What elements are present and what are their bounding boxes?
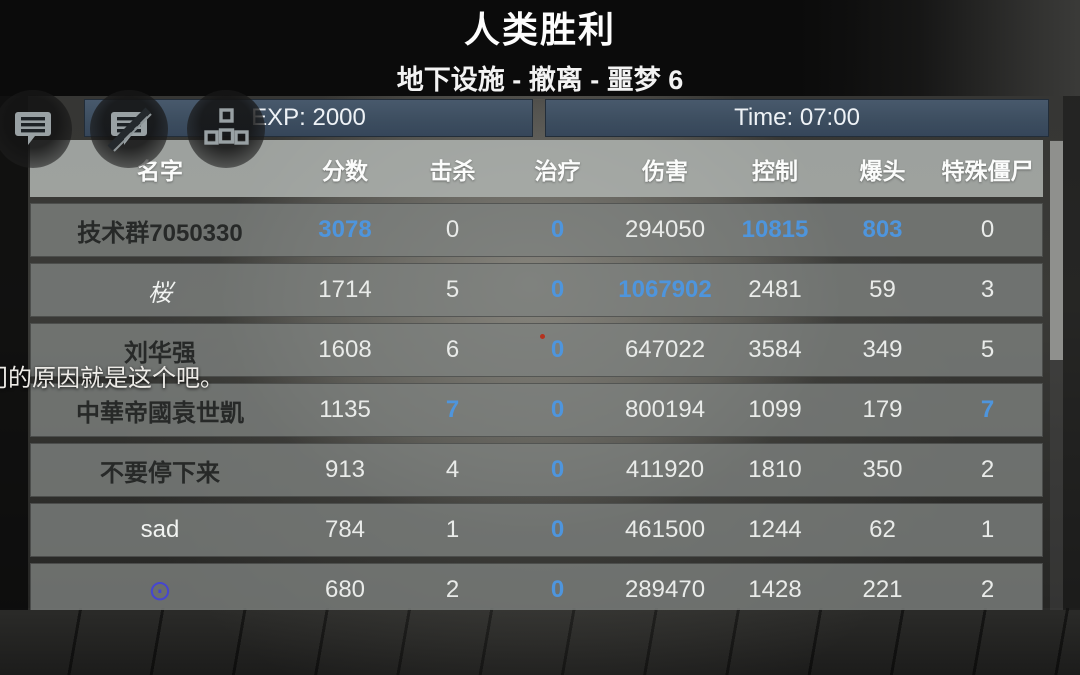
chat-message-overlay: 门的原因就是这个吧。 [0,358,224,393]
stat-control: 1099 [748,396,802,423]
stat-control: 1428 [748,576,802,603]
scene-wall-left [0,96,28,610]
column-header-special: 特殊僵尸 [941,157,1034,184]
stat-kills: 4 [445,456,460,483]
stat-special: 7 [980,396,995,423]
chat-message-cut-char: 门 [0,365,8,392]
player-name: ⊙ [148,574,172,606]
stat-heal: 0 [550,216,565,243]
chat-button[interactable] [0,90,72,168]
player-name: 不要停下来 [100,459,220,487]
stat-damage: 411920 [625,456,705,483]
stat-kills: 2 [445,576,460,603]
time-bar: Time: 07:00 [545,99,1049,137]
blocks-icon [202,105,250,153]
table-row[interactable]: 桜 1714 5 0 1067902 2481 59 3 [30,263,1043,317]
player-name: 桜 [148,279,172,307]
scoreboard-header: 名字 分数 击杀 治疗 伤害 控制 爆头 特殊僵尸 [30,140,1043,197]
stat-heal: 0 [550,276,565,303]
chat-message-text: 的原因就是这个吧。 [8,365,224,392]
table-row[interactable]: ⊙ 680 2 0 289470 1428 221 2 [30,563,1043,610]
stat-heal: 0 [550,456,565,483]
stat-control: 10815 [741,216,809,243]
stat-kills: 1 [445,516,460,543]
page-title: 人类胜利 [463,9,616,50]
time-label: Time: 07:00 [734,104,860,131]
stat-special: 2 [980,456,995,483]
stat-control: 1244 [748,516,802,543]
stat-score: 3078 [318,216,372,243]
blood-speck [540,334,545,339]
stat-headshot: 350 [862,456,903,483]
scrollbar-thumb[interactable] [1050,141,1063,360]
stat-damage: 1067902 [618,276,712,303]
stat-damage: 289470 [624,576,706,603]
column-header-control: 控制 [752,157,798,184]
stat-special: 0 [980,216,995,243]
stat-headshot: 179 [862,396,903,423]
stat-score: 680 [324,576,366,603]
stat-control: 2481 [748,276,802,303]
table-body: 技术群7050330 3078 0 0 294050 10815 803 0 桜… [30,197,1043,610]
stat-special: 2 [980,576,995,603]
stat-control: 3584 [748,336,802,363]
stat-score: 913 [324,456,366,483]
table-row[interactable]: 技术群7050330 3078 0 0 294050 10815 803 0 [30,203,1043,257]
stat-headshot: 221 [862,576,903,603]
top-black-band [0,0,1080,96]
column-header-score: 分数 [322,157,368,184]
structures-button[interactable] [187,90,265,168]
page-subtitle: 地下设施 - 撤离 - 噩梦 6 [396,65,684,95]
stat-damage: 800194 [624,396,706,423]
table-row[interactable]: sad 784 1 0 461500 1244 62 1 [30,503,1043,557]
stat-headshot: 59 [869,276,896,303]
stat-damage: 461500 [624,516,706,543]
stat-damage: 294050 [624,216,706,243]
column-header-kills: 击杀 [429,157,476,184]
stat-heal: 0 [550,336,565,363]
stat-kills: 0 [445,216,460,243]
player-name: sad [140,516,180,543]
stat-damage: 647022 [624,336,706,363]
stat-score: 784 [324,516,366,543]
scene-wall-right [1063,96,1080,610]
player-name: 技术群7050330 [77,219,243,247]
column-header-headshot: 爆头 [859,157,906,184]
stat-headshot: 62 [869,516,896,543]
stat-kills: 7 [445,396,460,423]
stat-special: 3 [980,276,995,303]
table-row[interactable]: 中華帝國袁世凱 1135 7 0 800194 1099 179 7 [30,383,1043,437]
column-header-damage: 伤害 [642,157,688,184]
stat-heal: 0 [550,516,565,543]
chat-bubble-slash-icon [105,105,153,153]
player-name: 中華帝國袁世凱 [76,399,244,427]
stat-kills: 5 [445,276,460,303]
player-name: 刘华强 [124,339,196,367]
stat-heal: 0 [550,396,565,423]
chat-mute-button[interactable] [90,90,168,168]
stat-headshot: 349 [862,336,903,363]
scrollbar-track[interactable] [1050,140,1063,610]
stat-heal: 0 [550,576,565,603]
chat-bubble-icon [9,105,57,153]
table-row[interactable]: 不要停下来 913 4 0 411920 1810 350 2 [30,443,1043,497]
table-row[interactable]: 刘华强 1608 6 0 647022 3584 349 5 [30,323,1043,377]
stat-kills: 6 [445,336,460,363]
stat-control: 1810 [748,456,802,483]
stat-special: 5 [980,336,995,363]
stat-score: 1608 [318,336,372,363]
exp-label: EXP: 2000 [251,104,366,131]
column-header-heal: 治疗 [534,157,581,184]
stat-score: 1135 [319,396,371,423]
stat-special: 1 [980,516,995,543]
stat-headshot: 803 [862,216,903,243]
stat-score: 1714 [318,276,372,303]
